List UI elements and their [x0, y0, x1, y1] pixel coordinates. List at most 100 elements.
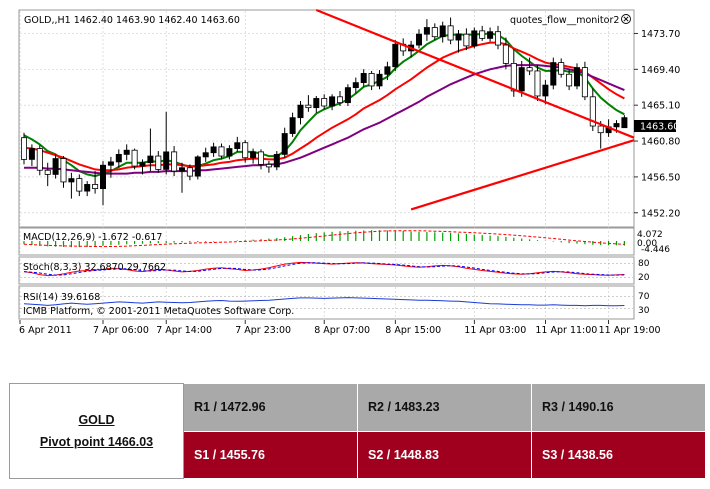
ma-line: [23, 41, 625, 172]
resistance-1: R1 / 1472.96: [183, 383, 358, 432]
candle-body: [147, 155, 154, 164]
candle-body: [171, 151, 178, 172]
macd-tick-zero: 0.00: [637, 239, 657, 249]
candle-body: [487, 31, 494, 39]
candle-body: [202, 152, 209, 158]
candle-body: [415, 33, 422, 46]
candle-body: [92, 184, 99, 190]
time-axis: 6 Apr 2011 7 Apr 06:00 7 Apr 14:00 7 Apr 23…: [19, 320, 661, 336]
support-1: S1 / 1455.76: [183, 430, 358, 479]
candle-body: [613, 123, 620, 128]
pivot-table: GOLD Pivot point 1466.03 R1 / 1472.96 R2…: [9, 383, 706, 479]
candle-body: [376, 73, 383, 87]
resistance-2: R2 / 1483.23: [357, 383, 532, 432]
candle-body: [194, 156, 201, 177]
time-tick-label: 8 Apr 07:00: [314, 325, 370, 336]
candle-body: [68, 178, 75, 183]
support-3: S3 / 1438.56: [531, 430, 706, 479]
price-tick-label: 1473.70: [641, 29, 680, 40]
pivot-symbol-cell: GOLD Pivot point 1466.03: [9, 383, 184, 479]
candle-body: [510, 63, 517, 92]
candle-body: [455, 33, 462, 41]
price-chart[interactable]: 1473.70 1469.40 1465.10 1460.80 1456.50 1452.…: [0, 0, 710, 360]
current-price-badge: [634, 120, 676, 132]
candle-body: [226, 148, 233, 157]
candle-body: [36, 148, 43, 171]
resistance-3: R3 / 1490.16: [531, 383, 706, 432]
stoch-tick-80: 80: [638, 259, 650, 269]
pivot-point-label: Pivot point 1466.03: [39, 435, 154, 449]
candle-body: [439, 25, 446, 38]
macd-panel: [18, 227, 635, 256]
candle-body: [518, 67, 525, 92]
time-tick-label: 8 Apr 15:00: [385, 325, 441, 336]
candle-body: [566, 73, 573, 87]
candle-body: [621, 117, 628, 129]
candle-body: [360, 73, 367, 84]
trendline: [315, 8, 635, 139]
rsi-tick-30: 30: [638, 306, 650, 316]
candle-body: [344, 87, 351, 104]
candle-body: [447, 25, 454, 41]
close-icon[interactable]: [621, 14, 631, 24]
price-tick-label: 1452.20: [641, 208, 680, 219]
candle-body: [581, 67, 588, 98]
candle-body: [321, 98, 328, 107]
candle-body: [313, 98, 320, 109]
candle-body: [131, 149, 138, 167]
candle-body: [352, 82, 359, 89]
candle-body: [494, 31, 501, 46]
trendlines: [315, 8, 635, 211]
candle-body: [234, 142, 241, 149]
candle-body: [558, 62, 565, 75]
stochastic-lines: [20, 261, 633, 278]
candle-body: [76, 178, 83, 192]
candle-body: [431, 27, 438, 38]
candle-body: [155, 155, 162, 170]
candle-body: [273, 153, 280, 168]
time-tick-label: 11 Apr 19:00: [599, 325, 661, 336]
candle-body: [502, 44, 509, 64]
time-tick-label: 11 Apr 03:00: [464, 325, 526, 336]
rsi-tick-70: 70: [638, 292, 650, 302]
candle-body: [100, 164, 107, 190]
candle-body: [186, 167, 193, 177]
price-axis: 1473.70 1469.40 1465.10 1460.80 1456.50 1452.…: [634, 29, 680, 219]
trendline: [410, 139, 635, 211]
candle-body: [218, 146, 225, 157]
candle-body: [534, 70, 541, 97]
candle-body: [28, 148, 35, 160]
candle-body: [479, 30, 486, 39]
candle-body: [526, 67, 533, 72]
candle-body: [471, 30, 478, 47]
candle-body: [336, 96, 343, 104]
price-panel: [18, 9, 635, 228]
current-price-text: 1463.60: [640, 122, 679, 133]
price-tick-label: 1465.10: [641, 101, 680, 112]
candle-body: [20, 137, 27, 160]
time-tick-label: 6 Apr 2011: [19, 325, 72, 336]
macd-tick-bottom: -4.446: [641, 245, 670, 255]
candle-body: [107, 161, 114, 166]
candle-body: [139, 162, 146, 167]
price-tick-label: 1456.50: [641, 172, 680, 183]
macd-label: MACD(12,26,9) -1.672 -0.617: [23, 232, 162, 243]
candle-body: [60, 158, 67, 183]
candle-body: [368, 73, 375, 87]
price-tick-label: 1460.80: [641, 137, 680, 148]
candle-body: [305, 104, 312, 109]
rsi-label: RSI(14) 39.6168: [23, 292, 100, 303]
stoch-signal-line: [23, 262, 625, 276]
price-tick-label: 1469.40: [641, 65, 680, 76]
candle-body: [52, 158, 59, 175]
candle-body: [123, 149, 130, 155]
candle-body: [329, 96, 336, 107]
time-tick-label: 11 Apr 11:00: [535, 325, 597, 336]
time-tick-label: 7 Apr 06:00: [93, 325, 149, 336]
candle-body: [597, 125, 604, 134]
rsi-line: [23, 297, 625, 307]
candle-body: [589, 96, 596, 127]
candle-body: [463, 33, 470, 47]
stoch-tick-20: 20: [638, 273, 650, 283]
time-tick-label: 7 Apr 23:00: [235, 325, 291, 336]
